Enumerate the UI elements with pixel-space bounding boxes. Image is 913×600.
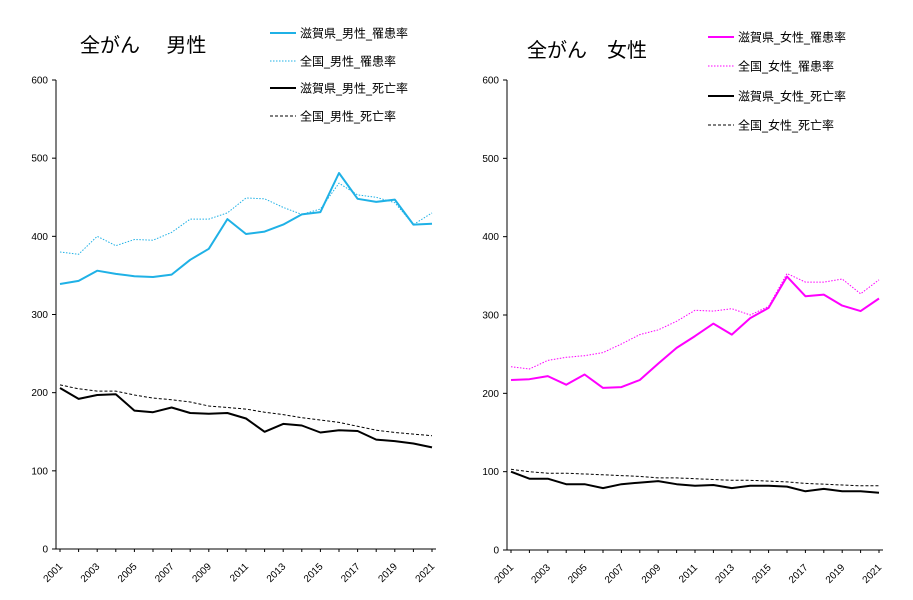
legend-label: 全国_男性_死亡率 <box>300 109 396 124</box>
x-tick-label: 2007 <box>153 561 177 585</box>
legend-label: 全国_男性_罹患率 <box>300 54 396 69</box>
y-tick-label: 0 <box>493 546 499 557</box>
y-tick-label: 500 <box>482 154 499 165</box>
x-tick-label: 2005 <box>116 561 140 585</box>
series-line-4 <box>59 384 433 437</box>
x-tick-label: 2003 <box>529 562 553 586</box>
y-tick-label: 300 <box>31 310 48 321</box>
y-tick-label: 200 <box>482 389 499 400</box>
x-tick-label: 2003 <box>79 561 103 585</box>
chart-2: 全がん 女性 0 100 200 300 400 500 600 2001 2003 2005 200… <box>482 30 884 586</box>
y-tick-label: 400 <box>31 232 48 243</box>
series-line-3 <box>510 470 880 494</box>
x-tick-label: 2021 <box>414 561 438 585</box>
chart-1: 全がん 男性 0 100 200 300 400 500 600 2001 2003 2005 200… <box>31 26 437 585</box>
x-tick-label: 2011 <box>228 561 251 584</box>
series-line-2 <box>59 182 433 255</box>
x-tick-label: 2021 <box>861 562 885 586</box>
x-tick-label: 2011 <box>677 562 700 585</box>
x-tick-label: 2001 <box>42 561 66 585</box>
legend-label: 全国_女性_罹患率 <box>738 59 834 74</box>
y-tick-label: 100 <box>482 467 499 478</box>
y-tick-label: 600 <box>482 76 499 87</box>
x-tick-label: 2013 <box>265 561 289 585</box>
x-tick-label: 2009 <box>640 562 664 586</box>
x-tick-label: 2013 <box>713 562 737 586</box>
y-tick-label: 600 <box>31 76 48 87</box>
y-tick-label: 500 <box>31 154 48 165</box>
x-tick-label: 2019 <box>824 562 848 586</box>
y-tick-label: 0 <box>42 545 48 556</box>
legend-label: 滋賀県_男性_罹患率 <box>300 26 408 41</box>
chart-title: 全がん 女性 <box>527 38 647 62</box>
x-tick-label: 2015 <box>750 562 774 586</box>
legend-label: 全国_女性_死亡率 <box>738 118 834 133</box>
chart-title: 全がん 男性 <box>80 33 206 57</box>
x-tick-label: 2009 <box>190 561 214 585</box>
legend-label: 滋賀県_女性_罹患率 <box>738 30 846 45</box>
series-line-3 <box>59 387 433 449</box>
x-tick-label: 2017 <box>787 562 811 586</box>
x-tick-label: 2007 <box>603 562 627 586</box>
y-tick-label: 200 <box>31 388 48 399</box>
y-tick-label: 300 <box>482 311 499 322</box>
x-tick-label: 2019 <box>376 561 400 585</box>
series-line-2 <box>510 273 880 370</box>
series-line-1 <box>59 172 433 285</box>
x-tick-label: 2017 <box>339 561 363 585</box>
y-tick-label: 100 <box>31 466 48 477</box>
y-tick-label: 400 <box>482 232 499 243</box>
legend-label: 滋賀県_女性_死亡率 <box>738 89 846 104</box>
series-line-1 <box>510 275 880 389</box>
x-tick-label: 2005 <box>566 562 590 586</box>
series-line-4 <box>510 468 879 487</box>
legend-label: 滋賀県_男性_死亡率 <box>300 81 408 96</box>
x-tick-label: 2015 <box>302 561 326 585</box>
x-tick-label: 2001 <box>493 562 517 586</box>
